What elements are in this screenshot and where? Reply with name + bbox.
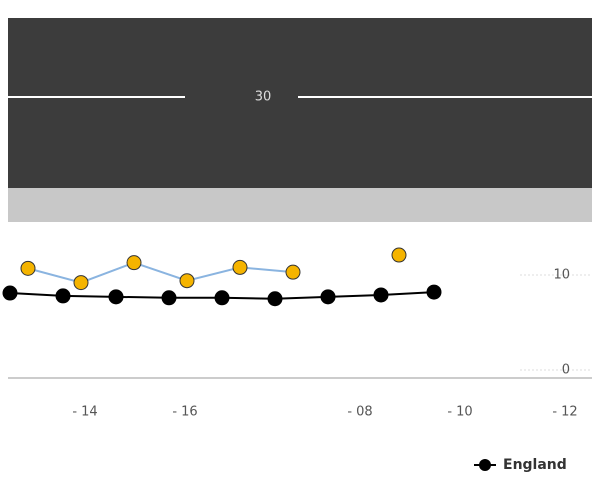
x-tick-label: - 16 [172, 405, 197, 420]
gray-band [8, 188, 592, 222]
data-point [321, 290, 335, 304]
chart: 30 0 10 - 14 - 16 - 08 - 10 - 12 England [0, 0, 592, 504]
data-point [427, 285, 441, 299]
data-point [180, 274, 194, 288]
x-tick-label: - 12 [552, 405, 577, 420]
data-point [127, 256, 141, 270]
legend-marker [479, 459, 491, 471]
data-point [215, 291, 229, 305]
data-point [162, 291, 176, 305]
data-point [74, 276, 88, 290]
x-tick-label: - 14 [72, 405, 97, 420]
data-point [21, 261, 35, 275]
y-tick-label: 0 [562, 363, 570, 378]
header-band [8, 18, 592, 188]
page: 30 010- 14- 16- 08- 10- 12England (() =>… [0, 0, 592, 504]
data-point [233, 260, 247, 274]
x-tick-label: - 10 [447, 405, 472, 420]
y-tick-label: 10 [553, 268, 570, 283]
data-point [374, 288, 388, 302]
band-label: 30 [255, 90, 272, 105]
data-point [268, 292, 282, 306]
data-point [56, 289, 70, 303]
data-point [109, 290, 123, 304]
data-point [286, 265, 300, 279]
data-point [3, 286, 17, 300]
data-point [392, 248, 406, 262]
legend-label: England [503, 457, 567, 473]
x-tick-label: - 08 [347, 405, 372, 420]
